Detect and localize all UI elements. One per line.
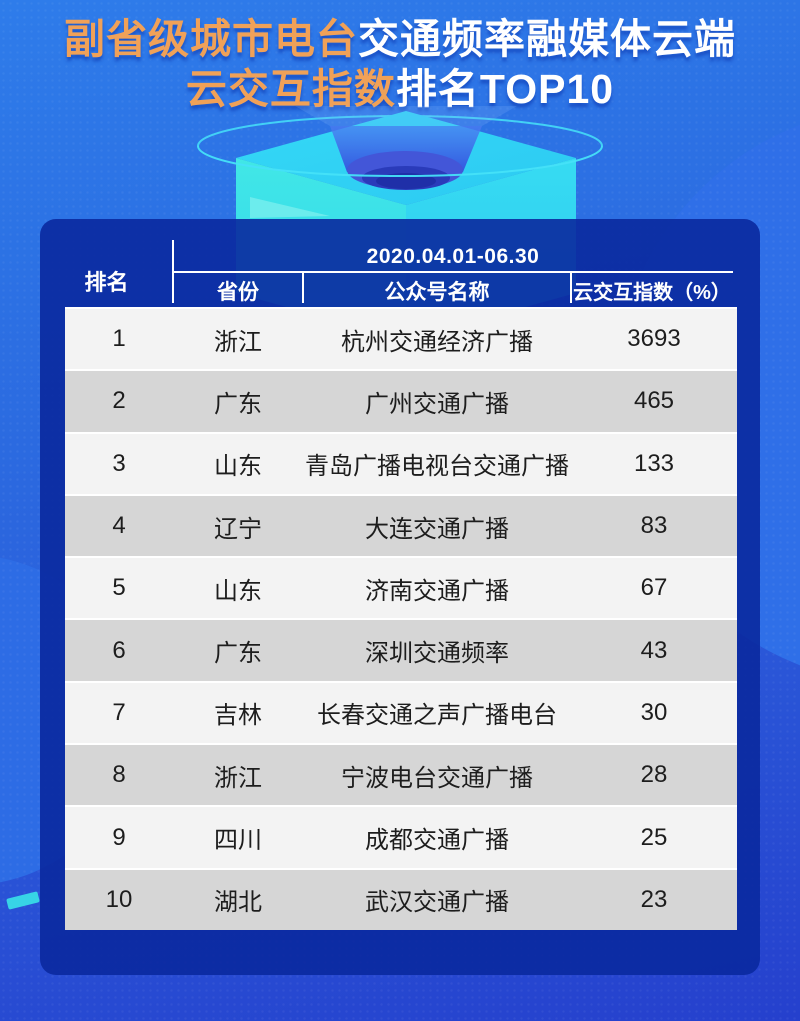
cell-province: 山东 [214, 577, 262, 605]
cell-index: 465 [633, 387, 675, 415]
cell-province: 吉林 [214, 702, 262, 730]
cell-index: 28 [640, 761, 668, 789]
table-row: 5 山东 济南交通广播 67 [65, 556, 737, 619]
cell-rank: 9 [112, 823, 126, 851]
table-row: 7 吉林 长春交通之声广播电台 30 [65, 680, 737, 744]
ranking-card: 排名 2020.04.01-06.30 省份 公众号名称 云交互指数（%） 1 … [40, 219, 760, 975]
cell-account: 大连交通广播 [365, 515, 509, 543]
cell-index: 83 [640, 512, 668, 540]
cell-rank: 6 [112, 636, 126, 664]
title-line1-accent: 副省级城市电台 [64, 16, 358, 62]
title-line1: 副省级城市电台交通频率融媒体云端 [0, 14, 800, 64]
cell-account: 济南交通广播 [365, 577, 509, 605]
cell-province: 广东 [214, 640, 262, 668]
cell-rank: 2 [112, 387, 126, 415]
cell-account: 宁波电台交通广播 [341, 764, 533, 792]
cell-rank: 8 [112, 761, 126, 789]
cell-index: 43 [640, 636, 668, 664]
cell-rank: 10 [105, 885, 133, 913]
table-row: 1 浙江 杭州交通经济广播 3693 [65, 307, 737, 370]
cell-rank: 3 [112, 449, 126, 477]
cell-account: 成都交通广播 [365, 827, 509, 855]
cell-index: 25 [640, 823, 668, 851]
header-divider-horizontal [173, 271, 733, 273]
cell-province: 山东 [214, 453, 262, 481]
cell-province: 浙江 [214, 328, 262, 356]
cell-index: 67 [640, 574, 668, 602]
cell-account: 杭州交通经济广播 [341, 328, 533, 356]
cell-rank: 5 [112, 574, 126, 602]
cell-account: 深圳交通频率 [365, 640, 509, 668]
cell-province: 浙江 [214, 764, 262, 792]
title-line2-main: 排名TOP10 [395, 66, 615, 112]
cell-province: 辽宁 [214, 515, 262, 543]
cell-index: 30 [640, 698, 668, 726]
title-line2-accent: 云交互指数 [185, 66, 396, 112]
title-line2: 云交互指数排名TOP10 [0, 64, 800, 114]
table-row: 10 湖北 武汉交通广播 23 [65, 867, 737, 930]
column-header-rank: 排名 [84, 270, 129, 295]
cell-province: 广东 [214, 390, 262, 418]
cell-account: 长春交通之声广播电台 [317, 702, 557, 730]
cell-rank: 4 [112, 512, 126, 540]
cell-province: 湖北 [214, 889, 262, 917]
cell-rank: 1 [112, 325, 126, 353]
table-row: 6 广东 深圳交通频率 43 [65, 618, 737, 681]
period-label: 2020.04.01-06.30 [366, 245, 540, 268]
column-header-index: 云交互指数（%） [573, 282, 731, 304]
title-line1-main: 交通频率融媒体云端 [358, 16, 736, 62]
cell-province: 四川 [214, 827, 262, 855]
header-divider-vertical-2 [302, 273, 304, 303]
table-row: 9 四川 成都交通广播 25 [65, 805, 737, 868]
table-body: 1 浙江 杭州交通经济广播 3693 2 广东 广州交通广播 465 3 山东 … [65, 307, 737, 930]
cell-rank: 7 [112, 698, 126, 726]
cell-index: 3693 [627, 325, 681, 353]
cell-account: 广州交通广播 [365, 390, 509, 418]
table-row: 3 山东 青岛广播电视台交通广播 133 [65, 431, 737, 494]
page-title: 副省级城市电台交通频率融媒体云端 云交互指数排名TOP10 [0, 14, 800, 114]
cell-account: 武汉交通广播 [365, 889, 509, 917]
table-row: 8 浙江 宁波电台交通广播 28 [65, 743, 737, 806]
cell-index: 23 [640, 885, 668, 913]
cell-account: 青岛广播电视台交通广播 [305, 453, 569, 481]
table-row: 2 广东 广州交通广播 465 [65, 369, 737, 432]
table-row: 4 辽宁 大连交通广播 83 [65, 493, 737, 557]
column-header-province: 省份 [217, 281, 259, 304]
header-divider-vertical-3 [570, 273, 572, 303]
cell-index: 133 [633, 449, 675, 477]
column-header-account: 公众号名称 [384, 281, 490, 304]
